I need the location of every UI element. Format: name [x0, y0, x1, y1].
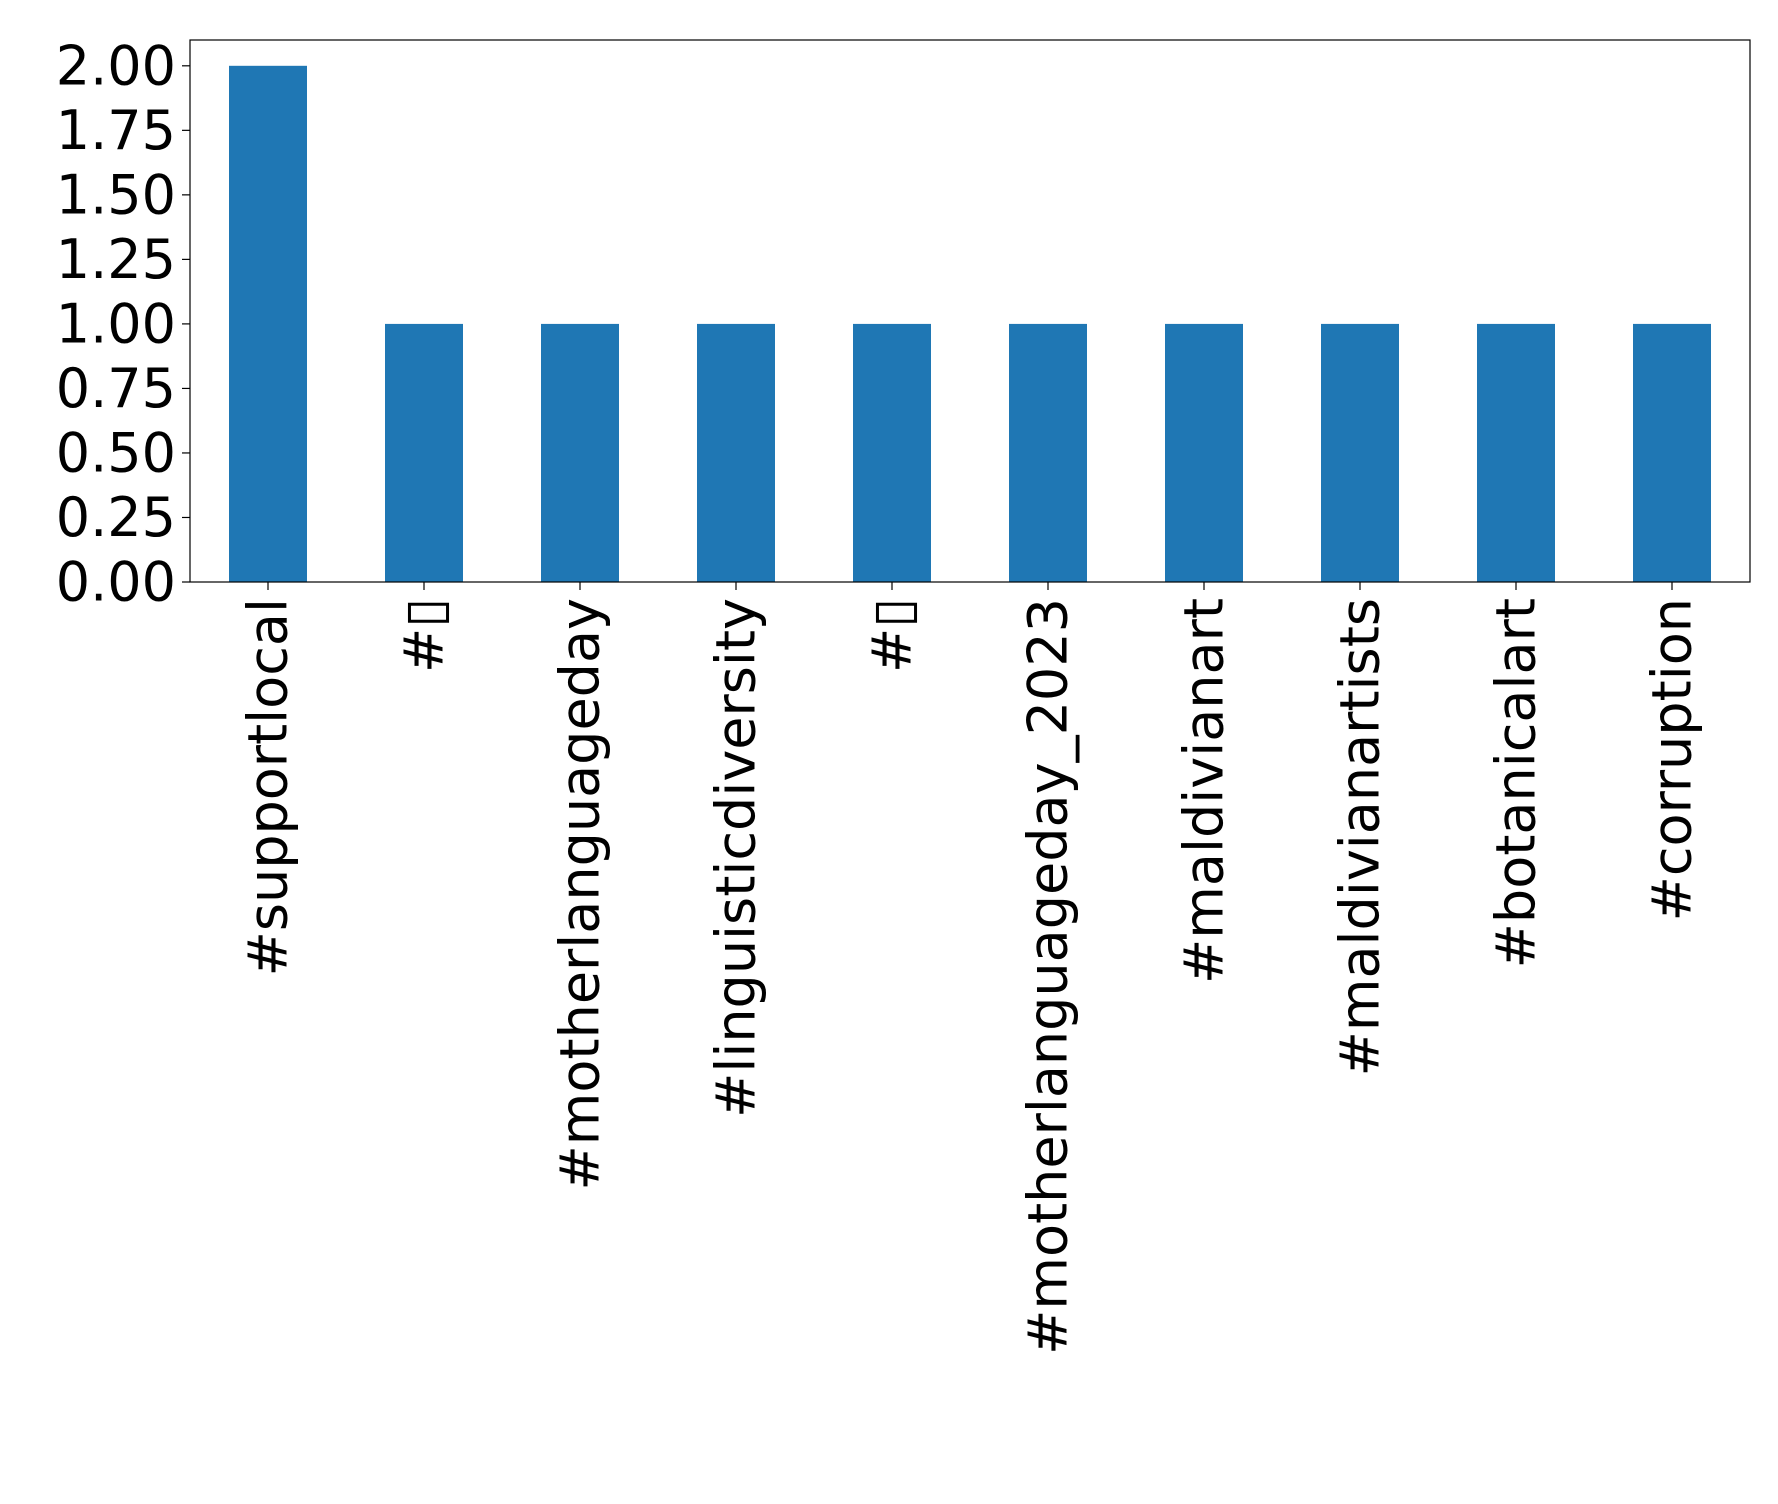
- y-tick-label: 0.50: [56, 421, 176, 484]
- bar: [1165, 323, 1243, 582]
- bar: [1477, 323, 1555, 582]
- y-tick-label: 1.25: [56, 228, 176, 291]
- x-tick-label: #maldivianartists: [1329, 598, 1392, 1076]
- y-tick-label: 1.50: [56, 163, 176, 226]
- y-axis: 0.000.250.500.751.001.251.501.752.00: [56, 34, 190, 614]
- bar: [697, 323, 775, 582]
- x-tick-label: #supportlocal: [237, 598, 300, 976]
- x-tick-label: #▯: [393, 598, 456, 673]
- plot-frame: [189, 39, 1751, 583]
- x-tick-label: #motherlanguageday: [549, 598, 612, 1190]
- y-tick-label: 1.75: [56, 99, 176, 162]
- y-tick-label: 2.00: [56, 34, 176, 97]
- bar: [385, 323, 463, 582]
- x-tick-label: #botanicalart: [1485, 598, 1548, 968]
- bar: [853, 323, 931, 582]
- bar: [541, 323, 619, 582]
- y-tick-label: 0.00: [56, 551, 176, 614]
- bar: [1009, 323, 1087, 582]
- bars-group: [229, 65, 1711, 583]
- x-tick-label: #corruption: [1641, 598, 1704, 921]
- bar: [229, 65, 307, 583]
- x-tick-label: #maldivianart: [1173, 598, 1236, 984]
- bar: [1321, 323, 1399, 582]
- y-tick-label: 0.75: [56, 357, 176, 420]
- y-tick-label: 1.00: [56, 292, 176, 355]
- y-tick-label: 0.25: [56, 486, 176, 549]
- x-tick-label: #▯: [861, 598, 924, 673]
- x-tick-label: #linguisticdiversity: [705, 598, 768, 1118]
- x-tick-label: #motherlanguageday_2023: [1017, 598, 1080, 1355]
- bar: [1633, 323, 1711, 582]
- x-axis: #supportlocal #▯ #motherlanguageday #lingui…: [237, 582, 1704, 1355]
